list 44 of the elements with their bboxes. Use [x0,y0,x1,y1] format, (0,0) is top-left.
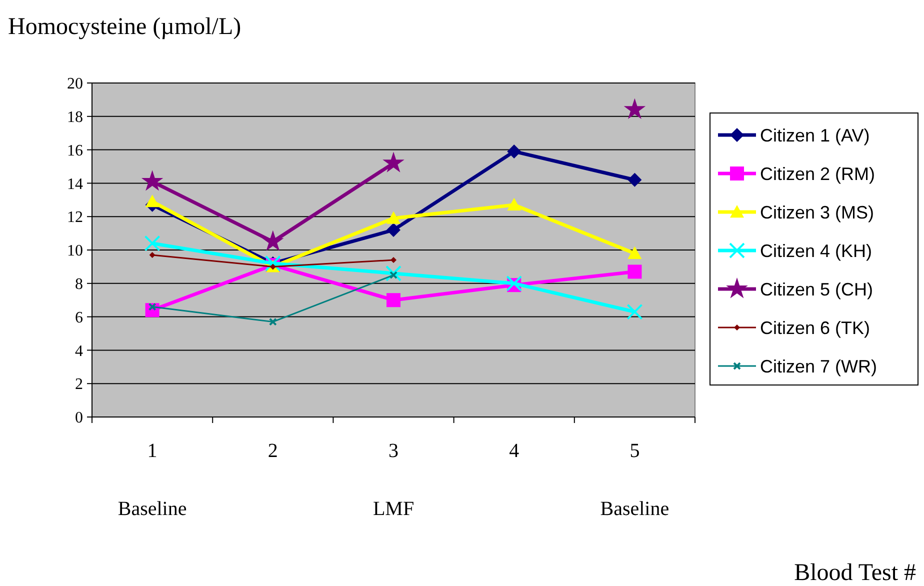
y-tick-label: 8 [75,276,83,293]
point [506,275,522,292]
legend-label: Citizen 5 (CH) [760,279,874,300]
y-tick-label: 16 [67,142,83,160]
legend-label: Citizen 3 (MS) [760,202,874,222]
y-tick-label: 18 [67,109,83,126]
point [628,172,642,187]
point [386,211,400,224]
point [390,257,396,264]
point [144,235,160,252]
y-tick-label: 10 [67,242,83,260]
category-label: 1 Baseline [118,440,187,520]
y-tick-label: 2 [75,376,83,394]
y-tick-label: 14 [67,176,83,193]
y-tick-label: 4 [75,342,83,360]
category-label: 5 Baseline [600,440,670,520]
y-tick-label: 0 [75,410,83,427]
legend-label: Citizen 6 (TK) [760,318,870,338]
point [268,318,277,326]
legend-label: Citizen 7 (WR) [760,356,878,376]
point [382,152,404,172]
text: Blood Test # [794,560,916,586]
point [507,198,522,211]
legend-label: Citizen 2 (RM) [760,164,876,184]
y-axis-title: Homocysteine (µmol/L) [8,14,242,40]
y-tick-label: 20 [67,76,83,93]
point [628,264,642,279]
point [624,98,646,119]
y-tick-label: 6 [75,309,83,326]
point [628,246,642,259]
point [626,304,643,320]
point [507,144,522,158]
y-tick-label: 12 [67,209,83,226]
category-label: 3 LMF [372,440,414,520]
legend-label: Citizen 4 (KH) [760,240,872,261]
point [262,230,284,251]
point [141,170,164,191]
point [386,293,400,308]
point [390,271,398,280]
point [386,222,400,237]
point [149,252,156,258]
legend-label: Citizen 1 (AV) [760,125,870,146]
point [386,265,402,282]
point [145,194,160,208]
